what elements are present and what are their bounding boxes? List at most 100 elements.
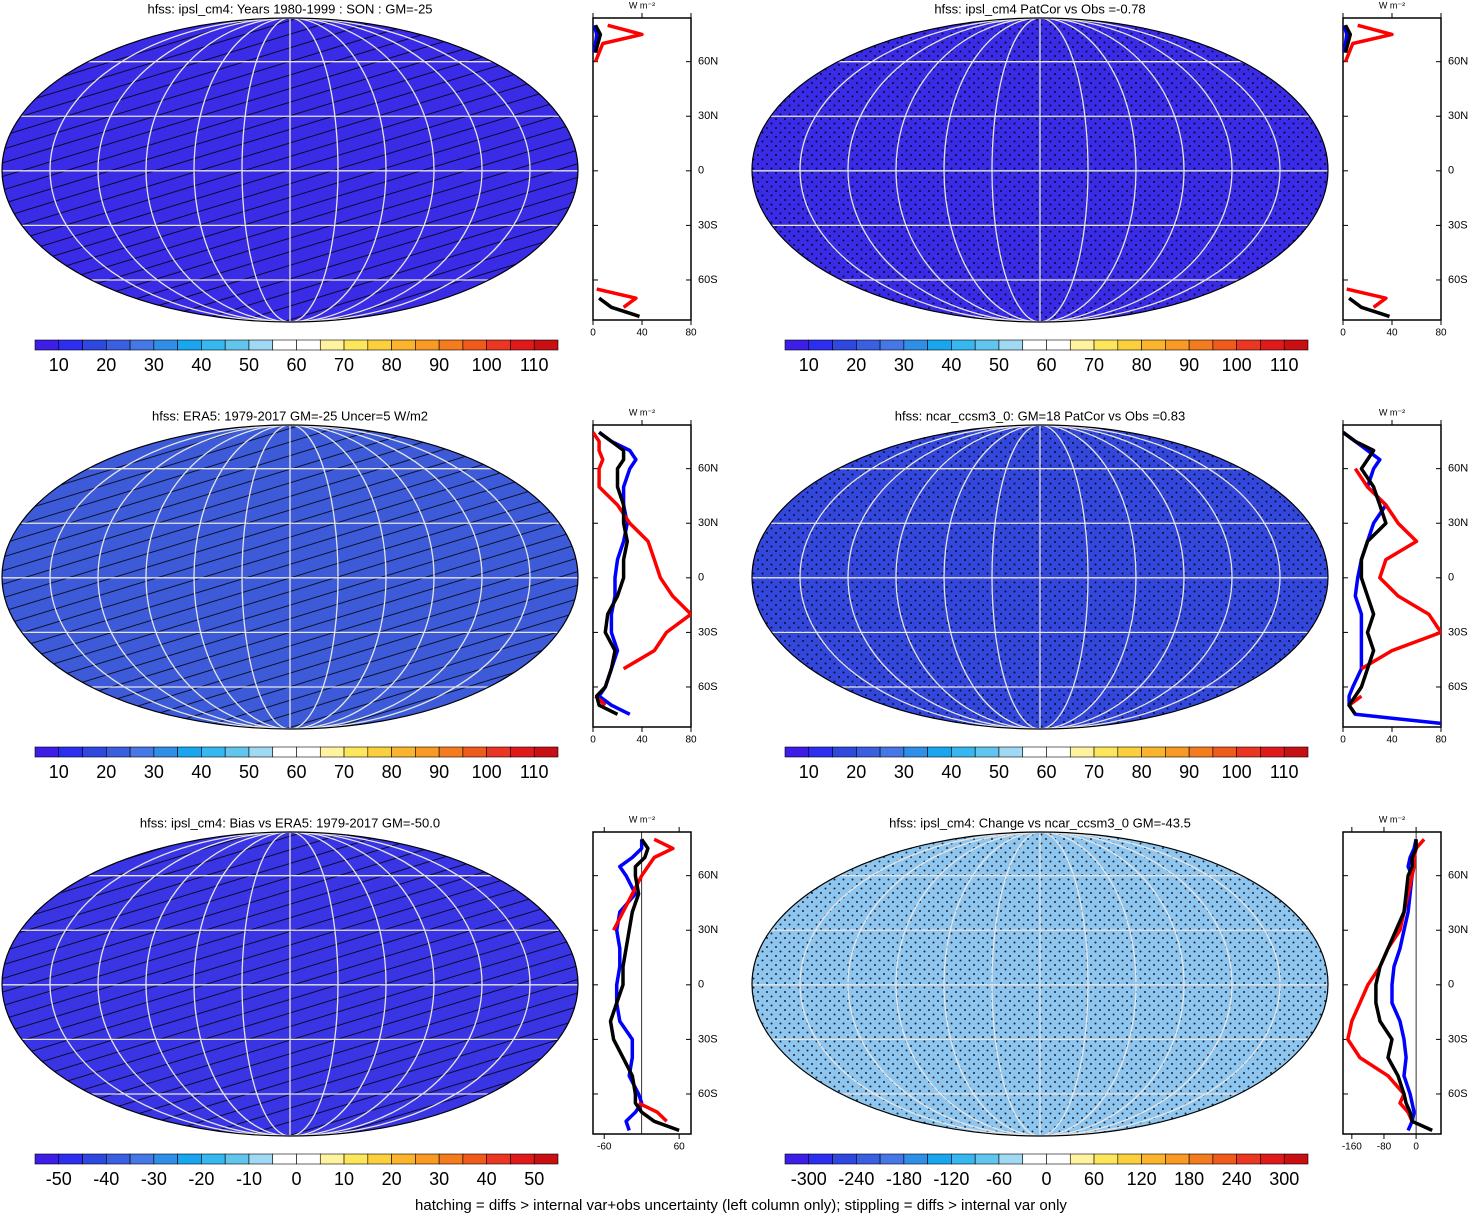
colorbar-box: [533, 746, 559, 758]
colorbar-tick-label: 110: [1270, 762, 1299, 782]
colorbar-box: [998, 1153, 1024, 1165]
colorbar-tick-label: 100: [472, 355, 502, 375]
meridian: [943, 18, 1137, 322]
colorbar-box: [34, 746, 60, 758]
colorbar-box: [201, 1153, 226, 1165]
colorbar-box: [1236, 339, 1261, 351]
x-tick-label: -160: [1342, 1142, 1362, 1153]
colorbar-tick-label: 10: [799, 762, 819, 782]
y-tick-label: 0: [1448, 979, 1454, 991]
meridian: [241, 18, 339, 322]
colorbar-box: [951, 746, 976, 758]
colorbar-tick-label: 100: [1222, 355, 1252, 375]
colorbar-tick-label: 10: [49, 762, 69, 782]
profile-line: [593, 23, 644, 309]
meridian: [847, 18, 1233, 322]
colorbar-box: [1165, 339, 1190, 351]
meridian: [49, 832, 531, 1136]
colorbar-box: [224, 1153, 250, 1165]
colorbar-box: [1141, 746, 1166, 758]
y-tick-label: 30N: [698, 110, 718, 122]
y-tick-label: 60S: [1448, 1088, 1468, 1100]
colorbar-box: [224, 339, 250, 351]
colorbar-box: [1212, 339, 1237, 351]
panel: hfss: ERA5: 1979-2017 GM=-25 Uncer=5 W/m…: [1, 407, 718, 782]
colorbar-box: [784, 339, 810, 351]
x-tick-label: 40: [1386, 735, 1398, 746]
map-border: [751, 17, 1329, 323]
colorbar-box: [903, 339, 928, 351]
colorbar-box: [319, 746, 345, 758]
x-tick-label: 0: [590, 735, 596, 746]
colorbar-box: [486, 746, 511, 758]
profile-line: [1343, 430, 1388, 716]
meridian: [943, 832, 1137, 1136]
colorbar-tick-label: 10: [799, 355, 819, 375]
meridian: [145, 18, 435, 322]
colorbar-box: [367, 746, 392, 758]
colorbar-tick-label: 40: [191, 762, 211, 782]
y-tick-label: 30N: [1448, 517, 1468, 529]
colorbar-tick-label: 180: [1174, 1169, 1204, 1189]
colorbar-box: [784, 1153, 810, 1165]
colorbar-tick-label: -60: [986, 1169, 1012, 1189]
profile-line: [1343, 24, 1349, 53]
colorbar-box: [1022, 339, 1047, 351]
colorbar-tick-label: 20: [96, 355, 116, 375]
colorbar-box: [319, 339, 345, 351]
meridian: [991, 18, 1089, 322]
colorbar-box: [272, 339, 297, 351]
colorbar-box: [343, 746, 369, 758]
meridian: [991, 425, 1089, 729]
colorbar-box: [58, 339, 83, 351]
colorbar-box: [343, 1153, 369, 1165]
colorbar-tick-label: 30: [144, 355, 164, 375]
map-border: [1, 17, 579, 323]
colorbar-box: [1069, 746, 1095, 758]
colorbar-tick-label: 70: [1084, 355, 1104, 375]
colorbar-box: [510, 339, 535, 351]
meridian: [97, 18, 483, 322]
meridian: [847, 425, 1233, 729]
y-tick-label: 60S: [698, 1088, 718, 1100]
panel: hfss: ipsl_cm4 PatCor vs Obs =-0.78 10 20 3…: [751, 0, 1468, 375]
colorbar-tick-label: 0: [1041, 1169, 1051, 1189]
profile-line: [593, 24, 641, 319]
colorbar-box: [927, 746, 952, 758]
colorbar-box: [832, 1153, 857, 1165]
colorbar-box: [832, 339, 857, 351]
x-tick-label: 80: [1435, 328, 1447, 339]
colorbar-box: [1260, 339, 1285, 351]
panel-title: hfss: ncar_ccsm3_0: GM=18 PatCor vs Obs …: [895, 408, 1185, 423]
colorbar-box: [391, 1153, 416, 1165]
profile-line: [594, 430, 630, 716]
colorbar-box: [974, 746, 1000, 758]
colorbar-tick-label: 80: [1132, 762, 1152, 782]
y-tick-label: 60N: [698, 870, 718, 882]
profile-line: [1343, 430, 1441, 726]
colorbar-box: [106, 1153, 131, 1165]
x-tick-label: 0: [1340, 328, 1346, 339]
profile-frame: [1342, 17, 1442, 321]
colorbar-tick-label: 20: [846, 762, 866, 782]
colorbar-box: [1069, 1153, 1095, 1165]
y-tick-label: 30S: [698, 626, 718, 638]
x-tick-label: 0: [1413, 1142, 1419, 1153]
colorbar-box: [1093, 339, 1119, 351]
colorbar-tick-label: -20: [188, 1169, 214, 1189]
profile-unit: W m⁻²: [629, 407, 655, 417]
y-tick-label: 60S: [1448, 681, 1468, 693]
colorbar-box: [58, 1153, 83, 1165]
profile-line: [614, 839, 644, 1131]
colorbar-box: [296, 339, 321, 351]
meridian: [145, 425, 435, 729]
colorbar-box: [201, 746, 226, 758]
colorbar-tick-label: 60: [1036, 355, 1056, 375]
x-tick-label: 40: [636, 328, 648, 339]
colorbar-tick-label: 40: [941, 355, 961, 375]
colorbar-box: [974, 1153, 1000, 1165]
y-tick-label: 0: [698, 572, 704, 584]
map-border: [751, 831, 1329, 1137]
colorbar-tick-label: 90: [1179, 762, 1199, 782]
